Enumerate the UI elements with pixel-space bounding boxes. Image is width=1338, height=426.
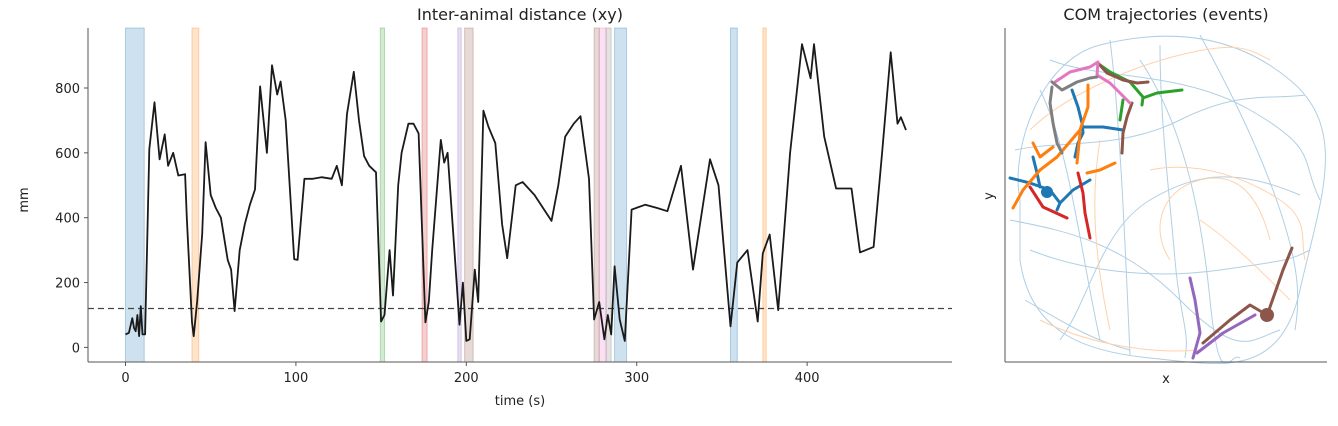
event-trajectories (1008, 60, 1294, 360)
event-trajectory-0 (1008, 88, 1125, 212)
y-tick-label: 600 (55, 147, 80, 162)
event-trajectory-7 (1048, 75, 1099, 155)
trajectory-cluster (1260, 308, 1274, 322)
x-ticks: 0 100 200 300 400 (121, 362, 820, 386)
trajectory-chart: COM trajectories (events) x y (982, 5, 1327, 387)
y-tick-label: 400 (55, 212, 80, 227)
event-span-9 (614, 27, 628, 363)
background-trajectory (1024, 299, 1131, 351)
x-tick-label: 0 (121, 371, 129, 386)
background-trajectory (1059, 176, 1301, 341)
distance-series-line (125, 43, 907, 342)
event-trajectory-6 (1053, 60, 1132, 105)
event-span-11 (762, 27, 767, 363)
background-trajectory (1017, 35, 1326, 364)
traj-x-axis-label: x (1162, 372, 1170, 387)
background-trajectory (1029, 249, 1311, 275)
y-tick-label: 0 (72, 341, 80, 356)
event-trajectory-2 (1098, 63, 1184, 122)
background-trajectory (1159, 44, 1187, 359)
y-axis-label: mm (17, 187, 32, 212)
background-trajectory (1049, 59, 1321, 201)
background-trajectory (1139, 59, 1241, 365)
background-trajectory (1149, 166, 1306, 261)
event-trajectory-1 (1011, 83, 1117, 210)
x-tick-label: 200 (454, 371, 479, 386)
y-tick-label: 200 (55, 277, 80, 292)
distance-chart: 0 100 200 300 400 0 200 400 600 800 Inter-animal… (17, 5, 952, 409)
background-trajectory (1199, 34, 1299, 331)
x-tick-label: 300 (624, 371, 649, 386)
background-trajectory (1014, 94, 1306, 151)
background-trajectory (1199, 219, 1291, 301)
y-ticks: 0 200 400 600 800 (55, 82, 88, 356)
event-trajectory-4 (1188, 276, 1257, 360)
traj-chart-title: COM trajectories (events) (1063, 5, 1268, 24)
event-spans (124, 27, 767, 363)
trajectory-cluster (1041, 186, 1053, 198)
traj-y-axis-label: y (982, 192, 997, 200)
event-span-8 (605, 27, 612, 363)
x-tick-label: 100 (283, 371, 308, 386)
background-trajectory (1009, 219, 1281, 342)
chart-title: Inter-animal distance (xy) (417, 5, 623, 24)
event-trajectory-3 (1028, 171, 1092, 240)
x-tick-label: 400 (795, 371, 820, 386)
background-trajectory (1029, 46, 1271, 131)
background-trajectory (1039, 319, 1201, 352)
y-tick-label: 800 (55, 82, 80, 97)
background-trajectory (1094, 139, 1111, 331)
background-trajectory (1159, 177, 1271, 261)
x-axis-label: time (s) (495, 394, 545, 409)
